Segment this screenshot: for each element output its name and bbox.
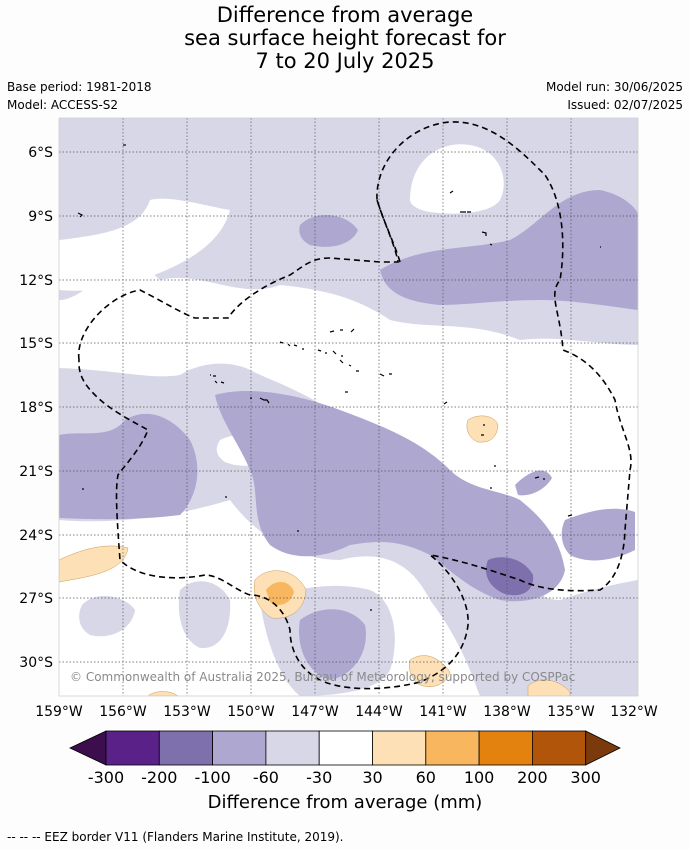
model-run: Model run: 30/06/2025	[545, 80, 683, 94]
colorbar-bin-3	[212, 730, 267, 766]
colorbar-under-arrow	[69, 730, 107, 766]
eez-border-cook	[376, 199, 401, 263]
colorbar-tick-1: -200	[141, 768, 177, 787]
meta-left: Base period: 1981-2018 Model: ACCESS-S2	[7, 78, 152, 114]
colorbar-bin-4	[265, 730, 320, 766]
meta-right: Model run: 30/06/2025 Issued: 02/07/2025	[546, 78, 683, 114]
eez-footnote: -- -- -- EEZ border V11 (Flanders Marine…	[7, 830, 344, 844]
lon-label-159w: 159°W	[35, 704, 83, 720]
colorbar-tick-8: 200	[517, 768, 548, 787]
model-name: Model: ACCESS-S2	[7, 98, 119, 112]
copyright-notice: © Commonwealth of Australia 2025, Bureau…	[70, 670, 575, 684]
colorbar-bin-1	[105, 730, 160, 766]
lon-label-132w: 132°W	[610, 704, 658, 720]
issued-date: Issued: 02/07/2025	[567, 98, 683, 112]
islands	[77, 144, 601, 611]
colorbar-tick-3: -60	[253, 768, 279, 787]
colorbar-tick-9: 300	[570, 768, 601, 787]
latitude-labels: 6°S 9°S 12°S 15°S 18°S 21°S 24°S 27°S 30…	[19, 145, 53, 671]
positive-regions	[59, 415, 571, 696]
map-plot-area: © Commonwealth of Australia 2025, Bureau…	[59, 118, 638, 696]
colorbar-tick-5: 30	[362, 768, 382, 787]
colorbar	[69, 730, 621, 766]
colorbar-tick-4: -30	[306, 768, 332, 787]
colorbar-tick-0: -300	[88, 768, 124, 787]
lon-label-147w: 147°W	[291, 704, 339, 720]
lon-label-141w: 141°W	[419, 704, 467, 720]
lon-label-153w: 153°W	[163, 704, 211, 720]
colorbar-over-arrow	[585, 730, 621, 766]
lat-label-9s: 9°S	[28, 209, 53, 225]
colorbar-bin-6	[372, 730, 427, 766]
lat-label-18s: 18°S	[19, 400, 53, 416]
lat-label-15s: 15°S	[19, 336, 53, 352]
title-line-1: Difference from average	[216, 3, 474, 27]
lon-label-150w: 150°W	[227, 704, 275, 720]
lon-label-138w: 138°W	[483, 704, 531, 720]
white-region-north-east	[410, 144, 504, 214]
colorbar-bin-2	[158, 730, 214, 766]
lat-label-12s: 12°S	[19, 273, 53, 289]
colorbar-ticks: -300 -200 -100 -60 -30 30 60 100 200 300	[88, 768, 601, 787]
colorbar-tick-7: 100	[464, 768, 495, 787]
colorbar-tick-6: 60	[416, 768, 436, 787]
colorbar-bin-5	[318, 730, 373, 766]
eez-borders	[78, 121, 632, 690]
lon-label-144w: 144°W	[355, 704, 403, 720]
colorbar-bin-7	[425, 730, 480, 766]
colorbar-bin-8	[478, 730, 533, 766]
map-frame	[58, 117, 639, 697]
lat-label-24s: 24°S	[19, 528, 53, 544]
lat-label-21s: 21°S	[19, 464, 53, 480]
longitude-labels: 159°W 156°W 153°W 150°W 147°W 144°W 141°…	[35, 704, 658, 720]
lon-label-135w: 135°W	[547, 704, 595, 720]
chart-title: Difference from average sea surface heig…	[0, 4, 690, 73]
colorbar-tick-2: -100	[194, 768, 230, 787]
lat-label-27s: 27°S	[19, 591, 53, 607]
lat-label-30s: 30°S	[19, 655, 53, 671]
colorbar-title: Difference from average (mm)	[207, 792, 483, 813]
lat-label-6s: 6°S	[28, 145, 53, 161]
base-period: Base period: 1981-2018	[7, 80, 152, 94]
eez-border-french-polynesia	[78, 121, 632, 690]
lon-label-156w: 156°W	[99, 704, 147, 720]
title-line-2: sea surface height forecast for	[184, 26, 506, 50]
title-line-3: 7 to 20 July 2025	[255, 49, 435, 73]
white-region-northwest	[59, 198, 230, 291]
colorbar-bin-9	[532, 730, 587, 766]
